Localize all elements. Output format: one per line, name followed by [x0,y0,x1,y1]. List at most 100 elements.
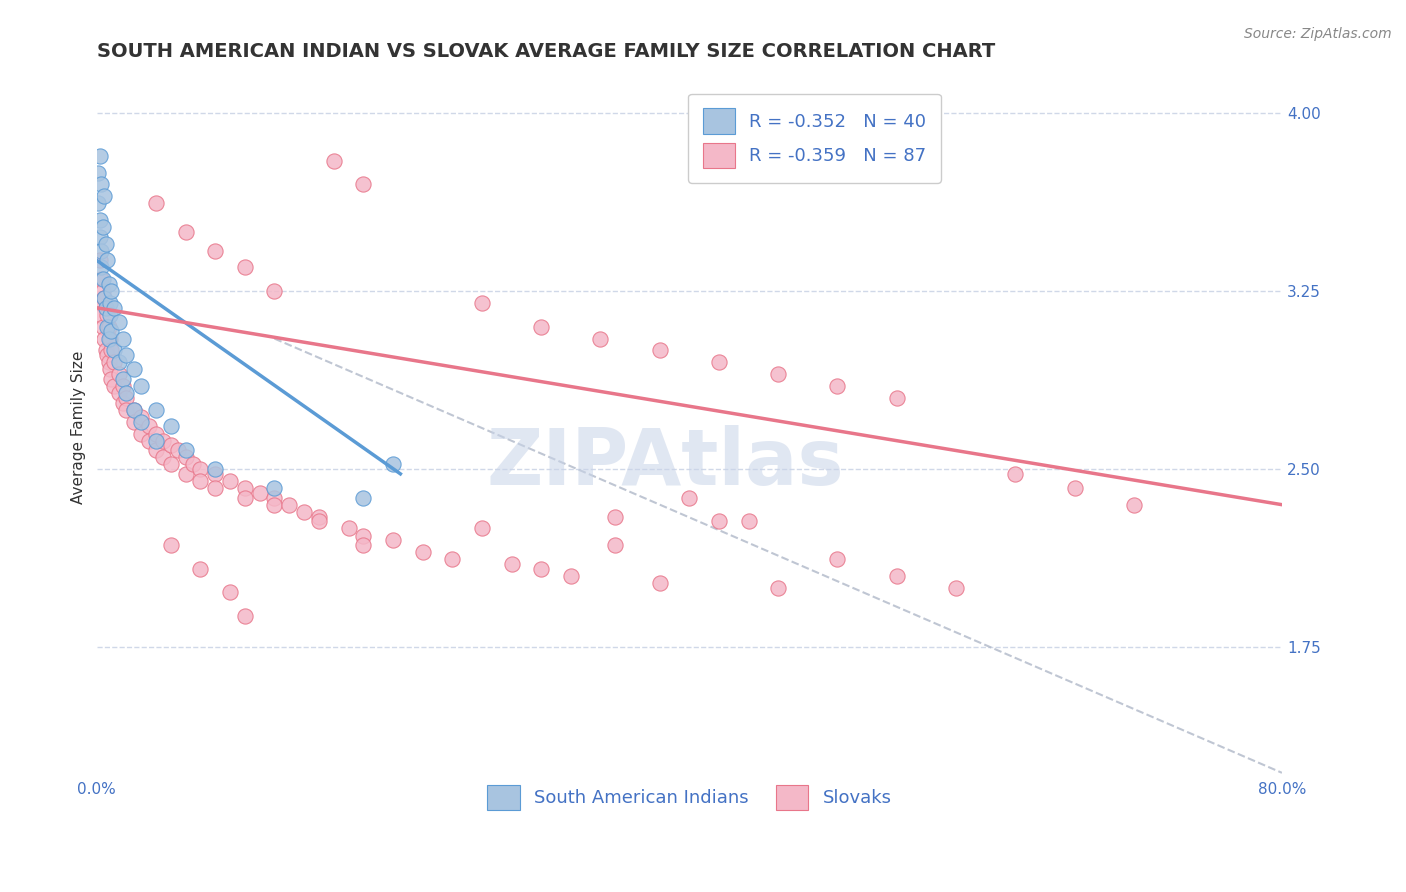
Point [122,362,145,376]
Point [827,379,849,393]
Point [108,367,131,381]
Point [87,165,110,179]
Point [89,296,111,310]
Point [501,557,523,571]
Point [94,301,117,315]
Point [263,481,285,495]
Point [87,196,110,211]
Point [122,402,145,417]
Point [97,355,120,369]
Point [145,434,167,448]
Point [91,319,114,334]
Point [115,386,138,401]
Point [115,391,138,405]
Point [1122,498,1144,512]
Point [827,552,849,566]
Point [560,569,582,583]
Point [129,415,152,429]
Point [93,291,115,305]
Point [159,538,181,552]
Point [103,379,125,393]
Point [204,467,226,481]
Point [263,284,285,298]
Point [766,367,789,381]
Point [1004,467,1026,481]
Point [129,379,152,393]
Point [100,372,122,386]
Point [96,319,118,334]
Point [103,301,125,315]
Point [100,343,122,358]
Point [605,538,627,552]
Point [89,253,111,268]
Point [589,332,612,346]
Point [112,379,135,393]
Point [90,244,112,258]
Point [308,509,330,524]
Point [204,481,226,495]
Point [471,296,494,310]
Point [204,462,226,476]
Point [204,244,226,258]
Point [471,521,494,535]
Point [174,443,197,458]
Point [945,581,967,595]
Point [181,458,204,472]
Point [278,498,301,512]
Point [138,419,160,434]
Point [122,415,145,429]
Point [249,485,271,500]
Point [93,332,115,346]
Point [233,491,256,505]
Text: ZIPAtlas: ZIPAtlas [486,425,845,500]
Point [292,505,315,519]
Point [98,332,121,346]
Point [886,569,908,583]
Point [100,284,122,298]
Point [152,450,174,465]
Point [97,332,120,346]
Point [530,319,553,334]
Point [159,438,181,452]
Point [91,272,114,286]
Legend: South American Indians, Slovaks: South American Indians, Slovaks [472,770,905,824]
Point [352,538,374,552]
Point [145,402,167,417]
Y-axis label: Average Family Size: Average Family Size [72,351,86,504]
Point [263,498,285,512]
Point [115,402,138,417]
Point [233,481,256,495]
Point [97,277,120,291]
Point [100,325,122,339]
Point [441,552,464,566]
Point [174,450,197,465]
Point [96,348,118,362]
Point [219,585,242,599]
Point [112,372,135,386]
Point [190,562,212,576]
Point [233,609,256,624]
Point [108,386,131,401]
Point [103,343,125,358]
Point [145,443,167,458]
Point [98,308,121,322]
Point [219,474,242,488]
Point [122,402,145,417]
Point [115,348,138,362]
Point [98,296,121,310]
Point [707,355,730,369]
Point [96,308,118,322]
Point [108,315,131,329]
Point [605,509,627,524]
Point [97,319,120,334]
Point [145,426,167,441]
Point [91,284,114,298]
Point [94,301,117,315]
Point [93,291,115,305]
Point [766,581,789,595]
Point [352,178,374,192]
Point [190,474,212,488]
Point [89,213,111,227]
Text: Source: ZipAtlas.com: Source: ZipAtlas.com [1244,27,1392,41]
Point [167,443,190,458]
